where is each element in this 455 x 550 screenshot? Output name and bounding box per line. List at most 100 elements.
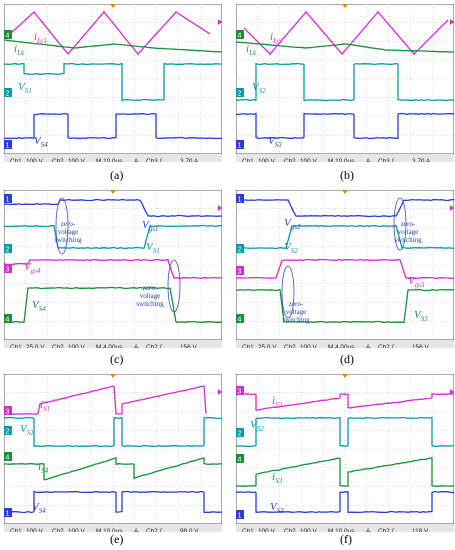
oscilloscope-panel-b: iLr2 iLk VS2 VS3 4 2 1 Ch1 100 V Ch2 100 V M 10.0µs… bbox=[236, 4, 454, 182]
readout-row1-item: 100 V bbox=[300, 158, 317, 162]
channel-marker-1 bbox=[4, 194, 12, 203]
waveform-trace-2 bbox=[4, 224, 222, 250]
readout-row1-item: 100 V bbox=[300, 344, 317, 348]
channel-marker-label: 2 bbox=[238, 431, 242, 438]
trigger-position-marker bbox=[342, 190, 348, 194]
trace-label-VS2: VS2 bbox=[250, 419, 264, 433]
readout-row1-item: 156 V bbox=[412, 344, 429, 348]
trace-label-Vgs3: Vgs3 bbox=[408, 275, 425, 289]
trace-label-iS2: iS2 bbox=[272, 395, 283, 409]
readout-row1-item: Ch2 bbox=[146, 344, 158, 348]
waveform-trace-1 bbox=[4, 198, 222, 218]
waveform-trace-2 bbox=[236, 41, 454, 53]
scope-screen-f: iS2 VS2 iS3 VS3 3 2 4 1 Ch1 100 V Ch2 100 V M 10.0µs… bbox=[236, 374, 454, 532]
graticule bbox=[4, 190, 222, 340]
readout-bar bbox=[236, 340, 454, 348]
oscilloscope-panel-e: iS1 VS1 iS4 VS4 3 2 4 1 Ch1 100 V Ch2 100 V M 10.0µs… bbox=[4, 374, 222, 546]
readout-row1-item: 100 V bbox=[258, 528, 275, 532]
channel-marker-label: 4 bbox=[6, 33, 10, 40]
graticule bbox=[4, 4, 222, 154]
waveform-trace-3 bbox=[4, 258, 222, 280]
channel-marker-2 bbox=[236, 244, 244, 253]
readout-row1-item: 25.0 V bbox=[258, 344, 277, 348]
readout-row1-item: 100 V bbox=[68, 528, 85, 532]
readout-row1-item: M 10.0µs bbox=[96, 528, 122, 532]
channel-marker-label: 3 bbox=[238, 389, 242, 396]
trace-label-VS1: VS1 bbox=[18, 81, 32, 95]
waveform-trace-3 bbox=[236, 457, 454, 487]
waveform-trace-2 bbox=[4, 416, 222, 448]
waveform-trace-2 bbox=[236, 416, 454, 448]
channel-marker-2 bbox=[4, 88, 12, 97]
waveform-trace-1 bbox=[236, 393, 454, 411]
graticule bbox=[236, 4, 454, 154]
readout-row1-item: Ch1 bbox=[10, 344, 22, 348]
scope-screen-a: iLr1 iLk VS1 VS4 4 2 1 Ch1 100 V Ch2 100 V M 10.0µs… bbox=[4, 4, 222, 162]
readout-row1-item: A bbox=[366, 344, 371, 348]
trace-label-iLk: iLk bbox=[246, 43, 257, 57]
trace-label-VS2: VS2 bbox=[252, 81, 266, 95]
channel-marker-1 bbox=[4, 140, 12, 149]
trace-label-VS1: VS1 bbox=[20, 423, 34, 437]
trigger-level-marker bbox=[218, 389, 222, 395]
trigger-position-marker bbox=[110, 374, 116, 378]
channel-marker-label: 3 bbox=[6, 267, 10, 274]
readout-row1-item: Ch1 bbox=[10, 528, 22, 532]
waveform-trace-2 bbox=[236, 224, 454, 250]
readout-row1-item: Ch2 bbox=[52, 528, 64, 532]
panel-caption: (d) bbox=[340, 352, 354, 366]
graticule bbox=[236, 190, 454, 340]
readout-row1-item: 100 V bbox=[300, 528, 317, 532]
trigger-level-marker bbox=[218, 19, 222, 25]
readout-row1-item: Ch2 bbox=[378, 528, 390, 532]
channel-marker-label: 1 bbox=[238, 197, 242, 204]
waveform-trace-4 bbox=[236, 288, 454, 324]
readout-row1-item: ∫ bbox=[391, 344, 394, 348]
trace-label-VS3: VS3 bbox=[268, 135, 282, 149]
zvs-highlight-ellipse bbox=[281, 265, 295, 319]
readout-row1-item: Ch2 bbox=[52, 158, 64, 162]
channel-marker-label: 3 bbox=[238, 269, 242, 276]
trace-label-iLr2: iLr2 bbox=[270, 31, 284, 45]
trigger-position-marker bbox=[342, 4, 348, 8]
panel-caption: (e) bbox=[110, 532, 124, 546]
annotation-zero-voltage-switching: zero-voltage switching bbox=[54, 220, 82, 244]
readout-row1-item: M 10.0µs bbox=[328, 158, 354, 162]
readout-bar bbox=[4, 524, 222, 532]
channel-marker-3 bbox=[4, 406, 12, 415]
readout-row1-item: A bbox=[134, 528, 139, 532]
waveform-trace-1 bbox=[9, 10, 211, 56]
readout-row1-item: 100 V bbox=[258, 158, 275, 162]
channel-marker-1 bbox=[236, 140, 244, 149]
waveform-trace-1 bbox=[236, 198, 454, 218]
readout-row1-item: A bbox=[134, 158, 139, 162]
readout-row1-item: 100 V bbox=[26, 528, 43, 532]
channel-marker-label: 4 bbox=[238, 33, 242, 40]
readout-bar bbox=[236, 154, 454, 162]
readout-row1-item: Ch1 bbox=[242, 528, 254, 532]
readout-row1-item: A bbox=[134, 344, 139, 348]
readout-row1-item: Ch1 bbox=[242, 344, 254, 348]
channel-marker-label: 4 bbox=[238, 317, 242, 324]
channel-marker-label: 2 bbox=[238, 91, 242, 98]
zvs-highlight-ellipse bbox=[393, 197, 407, 251]
trace-label-Vgs4: Vgs4 bbox=[24, 261, 41, 275]
scope-screen-d: zero-voltage switching zero-voltage switchi… bbox=[236, 190, 454, 348]
annotation-zero-voltage-switching: zero-voltage switching bbox=[394, 220, 422, 244]
readout-row1-item: A bbox=[366, 158, 371, 162]
panel-caption: (b) bbox=[340, 168, 354, 182]
channel-marker-label: 2 bbox=[6, 429, 10, 436]
trace-label-VS4: VS4 bbox=[32, 501, 46, 515]
zvs-highlight-ellipse bbox=[167, 259, 181, 313]
waveform-trace-4 bbox=[4, 112, 222, 140]
zvs-highlight-ellipse bbox=[55, 197, 69, 255]
readout-row1-item: 3.70 A bbox=[180, 158, 199, 162]
panel-caption: (a) bbox=[110, 168, 124, 182]
readout-row1-item: M 4.00µs bbox=[96, 344, 122, 348]
waveform-trace-1 bbox=[37, 385, 207, 415]
trace-label-VS4: VS4 bbox=[32, 299, 46, 313]
channel-marker-label: 1 bbox=[6, 143, 10, 150]
trigger-level-marker bbox=[450, 19, 454, 25]
panel-caption: (c) bbox=[110, 352, 124, 366]
trace-label-VS2: VS2 bbox=[284, 241, 298, 255]
